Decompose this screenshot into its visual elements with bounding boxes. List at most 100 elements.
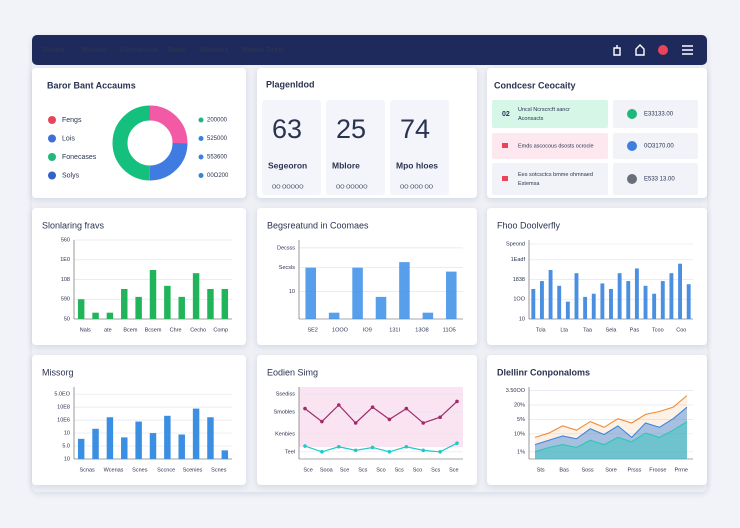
chart-title: Fhoo Doolverfly bbox=[497, 220, 561, 230]
y-tick-label: 10E6 bbox=[57, 418, 70, 424]
y-tick-label: 5.0 bbox=[62, 443, 70, 449]
bar bbox=[565, 301, 570, 319]
y-tick-label: 108 bbox=[61, 277, 70, 283]
bar bbox=[106, 417, 114, 459]
bar bbox=[221, 288, 229, 319]
legend-dot bbox=[48, 116, 56, 124]
nav-item[interactable]: Mcored bbox=[82, 47, 107, 54]
x-tick-label: Sce bbox=[449, 467, 458, 473]
x-tick-label: Soss bbox=[581, 467, 593, 473]
bar bbox=[178, 434, 185, 459]
point bbox=[387, 450, 392, 454]
donut-segment bbox=[112, 105, 188, 181]
x-tick-label: Bcem bbox=[123, 327, 137, 333]
point bbox=[455, 441, 459, 445]
bar bbox=[207, 288, 214, 319]
card bbox=[32, 68, 246, 198]
donut-segment bbox=[112, 105, 188, 181]
item-row bbox=[613, 100, 698, 128]
x-tick-label: Prrne bbox=[675, 467, 688, 473]
x-tick-label: Tcoo bbox=[652, 327, 664, 333]
list-dot bbox=[198, 173, 204, 178]
stat-tile bbox=[262, 100, 321, 195]
point bbox=[421, 421, 426, 425]
x-tick-label: Pas bbox=[630, 327, 640, 333]
bar bbox=[422, 312, 434, 319]
x-tick-label: Sco bbox=[376, 467, 385, 473]
x-tick-label: Bas bbox=[559, 467, 569, 473]
card-title: Plagenldod bbox=[266, 79, 315, 89]
x-tick-label: Scnes bbox=[132, 467, 148, 473]
list-value: 00O200 bbox=[207, 173, 229, 179]
alert-icon bbox=[502, 143, 508, 148]
stat-sub: OO OOOOO bbox=[272, 184, 304, 190]
nav-item[interactable]: Rnbs bbox=[168, 47, 186, 54]
x-tick-label: 11O5 bbox=[443, 327, 456, 333]
nav-item[interactable]: Decntr bbox=[43, 47, 65, 54]
point bbox=[353, 448, 358, 453]
stat-tile bbox=[326, 100, 385, 195]
item-value: E533 13.00 bbox=[644, 177, 675, 183]
bar bbox=[92, 428, 99, 459]
x-tick-label: Scnas bbox=[80, 467, 96, 473]
x-tick-label: IO9 bbox=[363, 327, 372, 333]
y-tick-label: 10E8 bbox=[57, 405, 70, 411]
stat-value: 25 bbox=[336, 114, 366, 144]
bar bbox=[643, 285, 648, 319]
legend-dot bbox=[48, 134, 56, 143]
bar bbox=[669, 273, 674, 319]
chart-title: Eodien Simg bbox=[267, 367, 318, 377]
bar bbox=[221, 450, 229, 459]
line bbox=[304, 400, 458, 424]
point bbox=[438, 450, 442, 454]
bar bbox=[591, 293, 596, 319]
x-tick-label: Scnes bbox=[211, 467, 227, 473]
bar bbox=[352, 267, 363, 319]
bar bbox=[634, 268, 639, 319]
point bbox=[353, 421, 358, 425]
nav-item[interactable]: Fleeralcass bbox=[120, 47, 158, 54]
bar bbox=[207, 417, 214, 459]
alert-row bbox=[492, 100, 608, 128]
x-tick-label: Sela bbox=[605, 327, 617, 333]
bar bbox=[164, 285, 171, 319]
icon-alert[interactable] bbox=[658, 45, 668, 55]
point bbox=[438, 415, 442, 420]
x-tick-label: Bcsem bbox=[145, 327, 162, 333]
chart-title: Slonlaring fravs bbox=[42, 220, 105, 230]
x-tick-label: Sce bbox=[340, 467, 349, 473]
y-tick-label: 3.50OO bbox=[506, 388, 526, 394]
stat-label: Mpo hloes bbox=[396, 160, 438, 170]
bar bbox=[399, 262, 410, 319]
area bbox=[535, 395, 687, 459]
bar bbox=[531, 288, 536, 319]
y-tick-label: 590 bbox=[61, 297, 70, 303]
point bbox=[370, 405, 375, 409]
x-tick-label: Coo bbox=[676, 327, 686, 333]
nav-item[interactable]: Momdes bbox=[200, 47, 229, 54]
line bbox=[304, 442, 458, 453]
icon-bell[interactable] bbox=[613, 45, 621, 56]
bar bbox=[135, 296, 142, 319]
x-tick-label: Nals bbox=[80, 327, 91, 333]
bar bbox=[192, 408, 200, 459]
point bbox=[336, 403, 341, 407]
stat-sub: OO OOOOO bbox=[336, 184, 368, 190]
card-title: Condcesr Ceocaity bbox=[494, 80, 576, 90]
x-tick-label: 1OOO bbox=[332, 327, 349, 333]
nav-item[interactable]: Madno Drest bbox=[242, 47, 285, 54]
icon-menu[interactable] bbox=[682, 45, 693, 55]
point bbox=[336, 444, 341, 449]
bar bbox=[557, 285, 562, 319]
bar bbox=[678, 263, 682, 319]
item-icon bbox=[627, 174, 637, 184]
icon-home[interactable] bbox=[635, 44, 645, 56]
y-tick-label: 50 bbox=[64, 316, 70, 322]
list-dot bbox=[198, 154, 204, 160]
bar bbox=[574, 273, 579, 319]
card bbox=[32, 208, 246, 345]
y-tick-label: 20% bbox=[514, 402, 525, 408]
bar bbox=[540, 281, 544, 319]
x-tick-label: Cecho bbox=[190, 327, 206, 333]
